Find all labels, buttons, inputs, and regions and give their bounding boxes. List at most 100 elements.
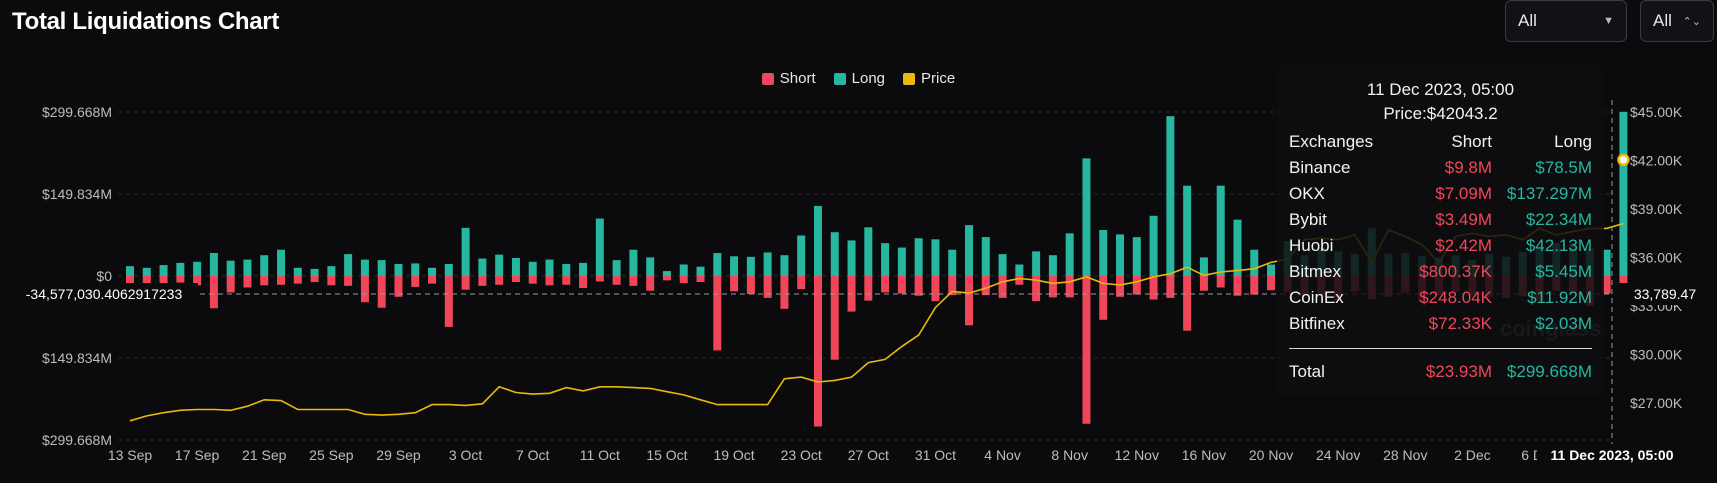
short-bar[interactable]: [461, 276, 470, 290]
short-bar[interactable]: [528, 276, 537, 284]
short-bar[interactable]: [562, 276, 571, 285]
short-bar[interactable]: [763, 276, 772, 298]
long-bar[interactable]: [1032, 251, 1041, 276]
short-bar[interactable]: [1602, 276, 1611, 294]
short-bar[interactable]: [696, 276, 705, 283]
short-bar[interactable]: [830, 276, 839, 360]
exchange-select[interactable]: All ▼: [1505, 0, 1627, 42]
long-bar[interactable]: [293, 267, 302, 276]
short-bar[interactable]: [310, 276, 319, 283]
short-bar[interactable]: [159, 276, 168, 286]
long-bar[interactable]: [310, 268, 319, 276]
short-bar[interactable]: [126, 276, 134, 288]
long-bar[interactable]: [595, 218, 604, 276]
short-bar[interactable]: [511, 276, 520, 283]
long-bar[interactable]: [730, 256, 739, 276]
long-bar[interactable]: [763, 252, 772, 276]
long-bar[interactable]: [579, 262, 588, 276]
short-bar[interactable]: [277, 276, 286, 285]
short-bar[interactable]: [914, 276, 923, 296]
long-bar[interactable]: [696, 266, 705, 276]
short-bar[interactable]: [780, 276, 789, 309]
short-bar[interactable]: [948, 276, 957, 296]
long-bar[interactable]: [1233, 219, 1242, 276]
short-bar[interactable]: [998, 276, 1007, 298]
long-bar[interactable]: [981, 237, 990, 276]
long-bar[interactable]: [1082, 158, 1091, 276]
short-bar[interactable]: [881, 276, 890, 293]
long-bar[interactable]: [813, 205, 822, 276]
short-bar[interactable]: [1149, 276, 1158, 300]
short-bar[interactable]: [713, 276, 722, 351]
long-bar[interactable]: [965, 225, 973, 276]
long-bar[interactable]: [897, 247, 906, 276]
long-bar[interactable]: [1199, 257, 1208, 276]
coin-select[interactable]: All ⌃⌄: [1640, 0, 1714, 42]
short-bar[interactable]: [1233, 276, 1242, 296]
long-bar[interactable]: [1619, 111, 1628, 277]
long-bar[interactable]: [1132, 237, 1141, 276]
long-bar[interactable]: [394, 263, 403, 276]
short-bar[interactable]: [897, 276, 906, 294]
long-bar[interactable]: [209, 253, 218, 276]
short-bar[interactable]: [1032, 276, 1041, 302]
long-bar[interactable]: [830, 232, 839, 276]
short-bar[interactable]: [226, 276, 235, 293]
short-bar[interactable]: [629, 276, 638, 286]
short-bar[interactable]: [1216, 276, 1225, 288]
long-bar[interactable]: [243, 259, 252, 276]
long-bar[interactable]: [461, 227, 470, 276]
short-bar[interactable]: [797, 276, 806, 290]
short-bar[interactable]: [813, 276, 822, 427]
short-bar[interactable]: [662, 276, 671, 281]
short-bar[interactable]: [931, 276, 940, 302]
long-bar[interactable]: [998, 254, 1007, 276]
short-bar[interactable]: [176, 276, 185, 283]
long-bar[interactable]: [1166, 116, 1175, 276]
long-bar[interactable]: [948, 249, 957, 276]
short-bar[interactable]: [730, 276, 739, 292]
long-bar[interactable]: [780, 255, 789, 276]
short-bar[interactable]: [327, 276, 336, 286]
short-bar[interactable]: [579, 276, 588, 289]
short-bar[interactable]: [1183, 276, 1192, 331]
long-bar[interactable]: [142, 267, 151, 276]
long-bar[interactable]: [226, 260, 235, 276]
short-bar[interactable]: [495, 276, 504, 285]
short-bar[interactable]: [444, 276, 453, 327]
long-bar[interactable]: [327, 266, 336, 276]
long-bar[interactable]: [277, 249, 286, 276]
long-bar[interactable]: [629, 249, 638, 276]
long-bar[interactable]: [1048, 255, 1057, 276]
short-bar[interactable]: [260, 276, 269, 286]
long-bar[interactable]: [562, 263, 571, 276]
short-bar[interactable]: [344, 276, 353, 286]
long-bar[interactable]: [1183, 185, 1192, 276]
long-bar[interactable]: [260, 255, 269, 276]
long-bar[interactable]: [646, 257, 655, 276]
short-bar[interactable]: [1199, 276, 1208, 291]
long-bar[interactable]: [864, 227, 873, 276]
short-bar[interactable]: [612, 276, 621, 285]
short-bar[interactable]: [1116, 276, 1125, 297]
long-bar[interactable]: [511, 257, 520, 276]
long-bar[interactable]: [444, 263, 453, 276]
short-bar[interactable]: [209, 276, 218, 309]
legend-item-price[interactable]: Price: [903, 70, 955, 87]
long-bar[interactable]: [713, 253, 722, 276]
short-bar[interactable]: [377, 276, 386, 308]
short-bar[interactable]: [411, 276, 420, 287]
long-bar[interactable]: [746, 256, 755, 276]
long-bar[interactable]: [528, 261, 537, 276]
long-bar[interactable]: [428, 267, 437, 276]
short-bar[interactable]: [1267, 276, 1276, 291]
long-bar[interactable]: [679, 264, 688, 276]
long-bar[interactable]: [360, 259, 369, 276]
long-bar[interactable]: [377, 260, 386, 276]
short-bar[interactable]: [478, 276, 487, 286]
long-bar[interactable]: [495, 254, 504, 276]
long-bar[interactable]: [1015, 264, 1024, 276]
short-bar[interactable]: [1048, 276, 1057, 298]
short-bar[interactable]: [746, 276, 755, 295]
legend-item-short[interactable]: Short: [761, 70, 816, 87]
